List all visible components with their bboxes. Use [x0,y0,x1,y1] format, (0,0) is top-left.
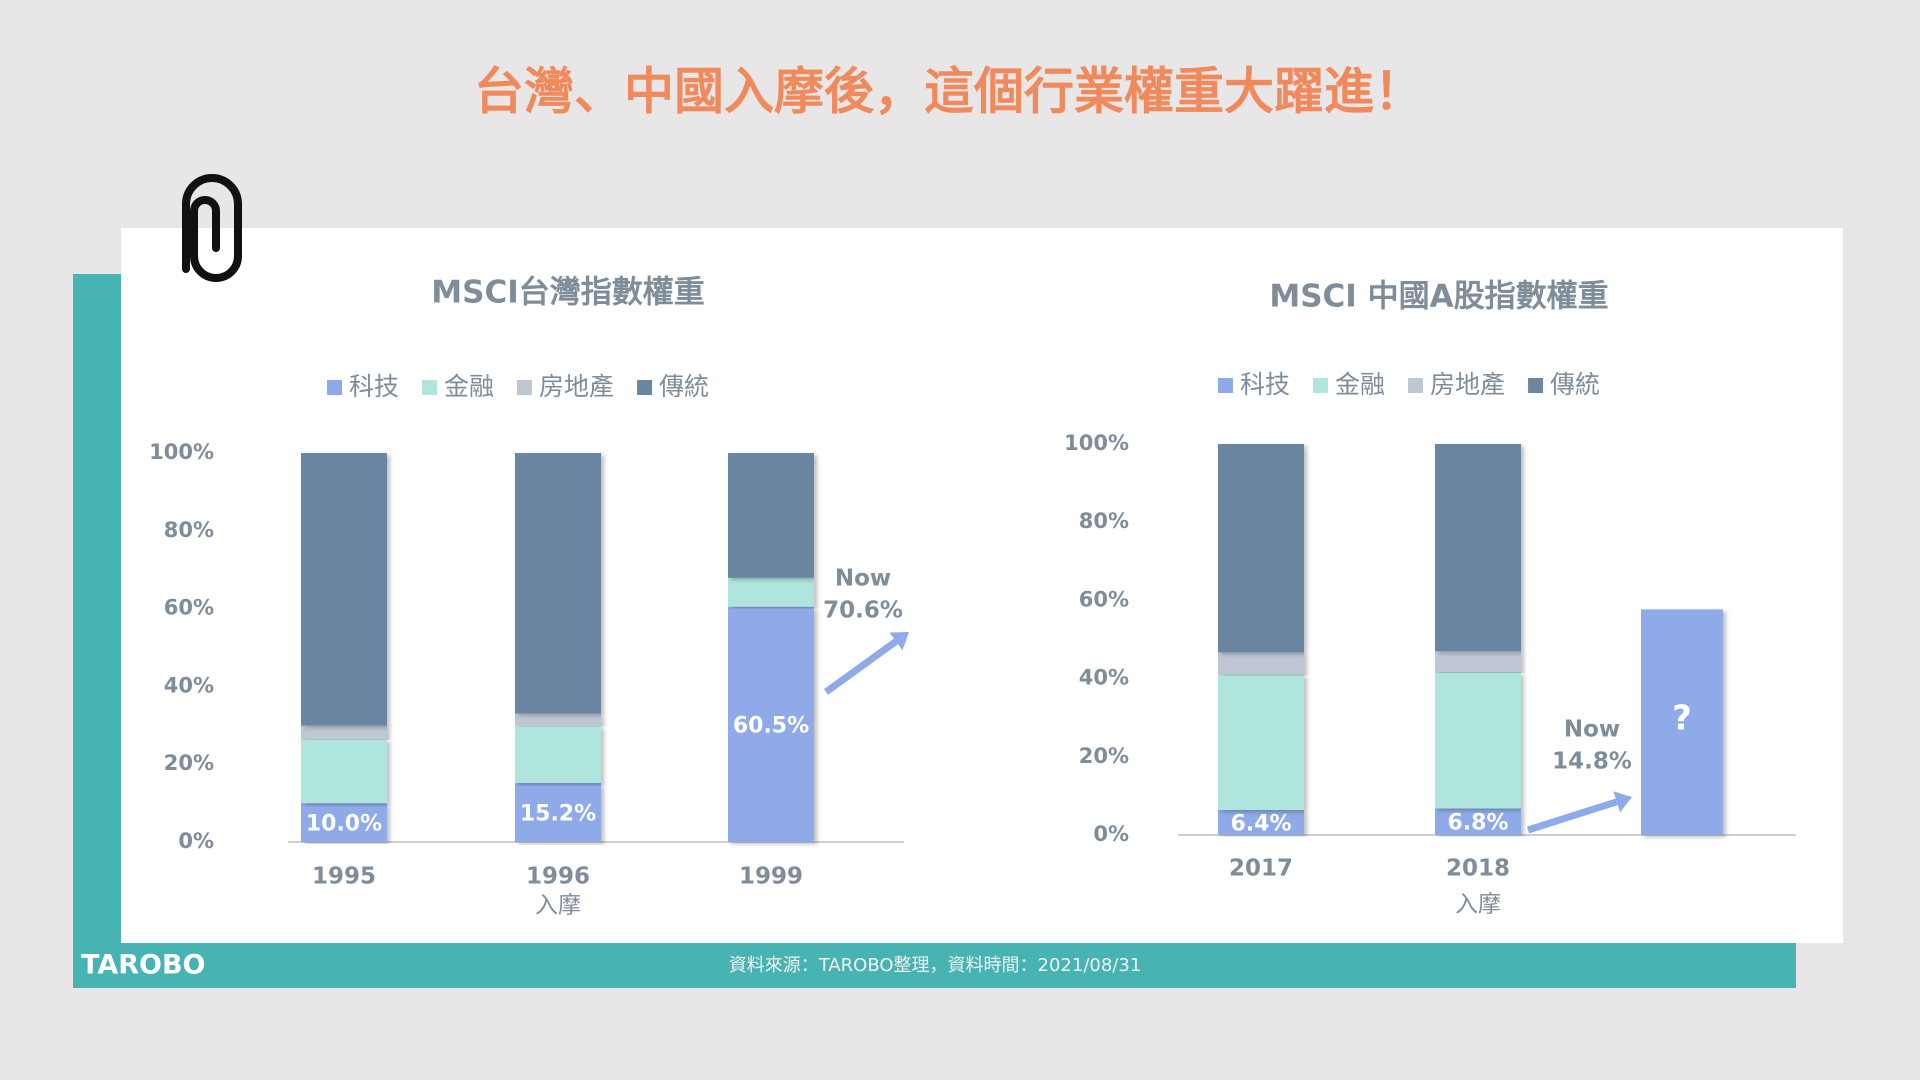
y-tick-label: 40% [1079,666,1129,690]
y-tick-label: 20% [1079,744,1129,768]
y-tick-label: 100% [1064,431,1129,455]
value-label: 6.8% [1447,811,1508,836]
x-tick-label: 2018 [1446,856,1510,882]
legend-swatch [1218,378,1233,393]
bar-segment [1218,444,1304,653]
bar-segment [728,453,814,578]
legend-label: 傳統 [1550,370,1600,399]
bar-segment [301,453,387,726]
legend-swatch [327,380,342,395]
x-tick-label: 2017 [1229,856,1293,882]
x-tick-sublabel: 入摩 [1455,892,1501,918]
legend-label: 科技 [349,372,399,401]
y-tick-label: 0% [1093,822,1129,846]
x-tick-label: 1999 [739,864,803,890]
source-note: 資料來源：TAROBO整理，資料時間：2021/08/31 [729,955,1142,976]
bar-segment [515,453,601,714]
bar-segment [301,803,387,842]
footer-bar [73,943,1796,988]
y-tick-label: 80% [1079,509,1129,533]
paperclip-icon [182,174,242,282]
logo: TAROBO [81,950,206,981]
bar-segment [1218,674,1304,810]
bar-segment [1435,808,1521,835]
bar-segment [1435,671,1521,809]
bar-segment [728,577,814,607]
legend-swatch [1313,378,1329,393]
annotation-arrowhead [1613,791,1632,813]
bar-segment [515,725,601,783]
bar-segment [301,739,387,804]
value-label: 6.4% [1230,811,1291,836]
legend-label: 房地產 [539,372,614,401]
y-tick-label: 0% [178,829,214,853]
x-tick-label: 1995 [312,864,376,890]
side-strip [73,274,121,988]
annotation: Now [1564,717,1620,743]
bar-segment [515,713,601,726]
legend-label: 房地產 [1430,370,1505,399]
legend-swatch [517,380,533,395]
legend-swatch [637,380,653,395]
annotation-arrow [1526,798,1618,834]
projection-label: ? [1672,699,1692,739]
bar-segment [515,782,601,842]
bar-segment [728,606,814,842]
legend-label: 金融 [444,372,494,401]
x-tick-sublabel: 入摩 [535,893,581,919]
y-tick-label: 80% [164,518,214,542]
value-label: 15.2% [520,801,596,826]
y-tick-label: 100% [149,440,214,464]
annotation: 14.8% [1552,749,1632,775]
annotation: 70.6% [823,598,903,624]
y-tick-label: 20% [164,751,214,775]
bar-segment [1435,444,1521,652]
legend-swatch [1408,378,1424,393]
legend-label: 傳統 [659,372,709,401]
bar-segment [1435,651,1521,672]
value-label: 10.0% [306,812,382,837]
projection-bar [1641,609,1723,835]
legend-swatch [1528,378,1544,393]
legend-label: 科技 [1240,370,1290,399]
y-tick-label: 60% [164,596,214,620]
chart-title: MSCI 中國A股指數權重 [1269,279,1608,315]
bar-segment [301,725,387,740]
x-tick-label: 1996 [526,864,590,890]
annotation-arrowhead [889,632,909,651]
chart-title: MSCI台灣指數權重 [431,275,704,311]
bar-segment [1218,652,1304,675]
annotation: Now [835,566,891,592]
y-tick-label: 40% [164,673,214,697]
legend-swatch [422,380,438,395]
annotation-arrow [823,638,899,695]
y-tick-label: 60% [1079,587,1129,611]
value-label: 60.5% [733,713,809,738]
page-title: 台灣、中國入摩後，這個行業權重大躍進！ [474,63,1424,121]
bar-segment [1218,809,1304,835]
legend-label: 金融 [1335,370,1385,399]
